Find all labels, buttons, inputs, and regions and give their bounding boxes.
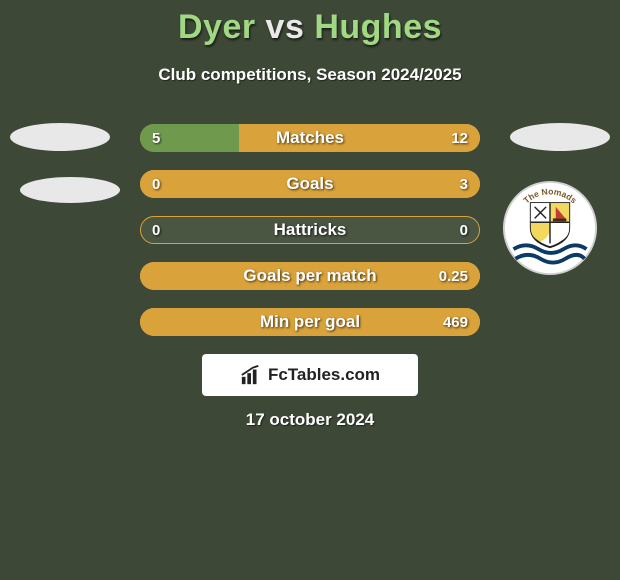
stat-row: Goals per match0.25: [140, 262, 480, 290]
date-line: 17 october 2024: [0, 410, 620, 430]
stat-row: Min per goal469: [140, 308, 480, 336]
stat-seg-right: [140, 170, 480, 198]
stat-seg-left: [140, 124, 239, 152]
player1-name: Dyer: [178, 8, 256, 46]
placeholder-ellipse-left-2: [20, 177, 120, 203]
placeholder-ellipse-right-1: [510, 123, 610, 151]
logo-rest: Tables.com: [288, 365, 380, 384]
bars-icon: [240, 364, 262, 386]
placeholder-ellipse-left-1: [10, 123, 110, 151]
stats-bars: Matches512 Goals03 Hattricks00 Goals per ma…: [140, 124, 480, 354]
stat-seg-right: [140, 308, 480, 336]
club-badge: The Nomads: [502, 180, 598, 276]
stat-track: [140, 216, 480, 244]
logo-bold: Fc: [268, 365, 288, 384]
stat-row: Goals03: [140, 170, 480, 198]
stat-row: Matches512: [140, 124, 480, 152]
subtitle: Club competitions, Season 2024/2025: [0, 65, 620, 85]
stat-track: [140, 262, 480, 290]
vs-label: vs: [266, 8, 305, 46]
logo-text: FcTables.com: [268, 365, 380, 385]
fctables-logo[interactable]: FcTables.com: [202, 354, 418, 396]
badge-shield: [531, 203, 569, 247]
stat-track: [140, 308, 480, 336]
stat-track: [140, 124, 480, 152]
stat-row: Hattricks00: [140, 216, 480, 244]
stat-track: [140, 170, 480, 198]
player2-name: Hughes: [314, 8, 442, 46]
page-title: Dyer vs Hughes: [0, 8, 620, 47]
stat-seg-right: [239, 124, 480, 152]
stat-seg-right: [140, 262, 480, 290]
